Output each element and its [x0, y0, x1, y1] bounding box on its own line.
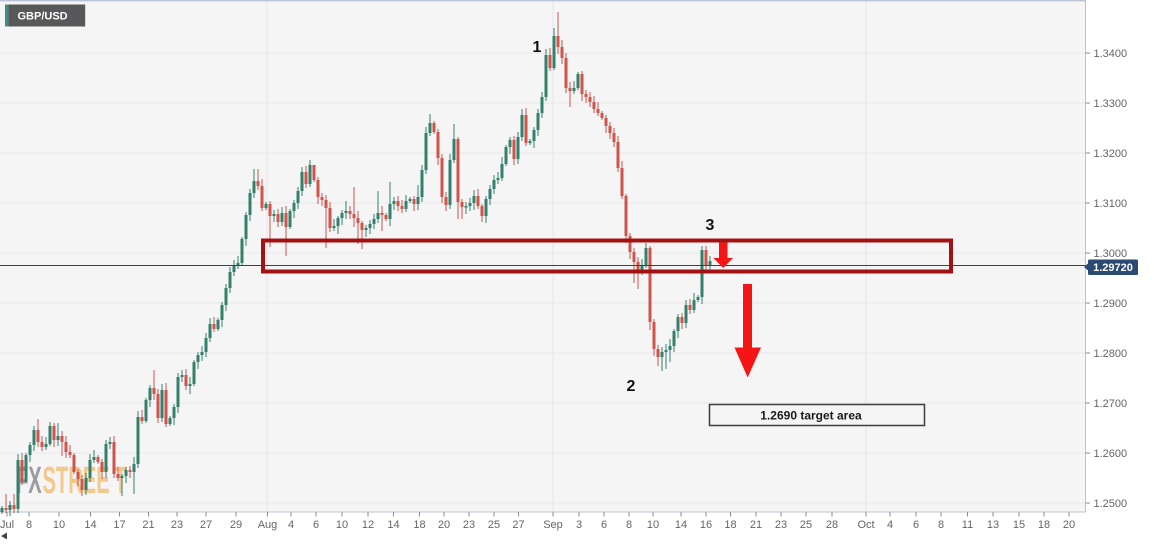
svg-text:18: 18	[413, 519, 425, 531]
svg-text:FX: FX	[16, 459, 42, 501]
svg-text:3: 3	[706, 217, 715, 234]
svg-text:14: 14	[84, 519, 96, 531]
svg-text:1.2800: 1.2800	[1094, 348, 1128, 360]
svg-text:20: 20	[1063, 519, 1075, 531]
svg-text:1.2900: 1.2900	[1094, 298, 1128, 310]
svg-text:6: 6	[313, 519, 319, 531]
svg-text:Oct: Oct	[857, 519, 874, 531]
svg-text:GBP/USD: GBP/USD	[18, 11, 68, 23]
svg-text:21: 21	[142, 519, 154, 531]
svg-text:1.3400: 1.3400	[1094, 48, 1128, 60]
svg-text:1.3100: 1.3100	[1094, 198, 1128, 210]
svg-text:Sep: Sep	[543, 519, 563, 531]
svg-text:15: 15	[1013, 519, 1025, 531]
svg-text:1.3000: 1.3000	[1094, 248, 1128, 260]
svg-text:21: 21	[750, 519, 762, 531]
svg-text:17: 17	[113, 519, 125, 531]
svg-text:1.2690 target area: 1.2690 target area	[760, 409, 862, 423]
svg-text:4: 4	[887, 519, 893, 531]
svg-text:29: 29	[230, 519, 242, 531]
svg-text:27: 27	[512, 519, 524, 531]
svg-text:2: 2	[627, 378, 636, 395]
svg-text:18: 18	[724, 519, 736, 531]
svg-text:8: 8	[26, 519, 32, 531]
svg-text:10: 10	[336, 519, 348, 531]
svg-text:16: 16	[700, 519, 712, 531]
svg-text:10: 10	[53, 519, 65, 531]
svg-text:27: 27	[200, 519, 212, 531]
svg-text:25: 25	[488, 519, 500, 531]
svg-text:6: 6	[913, 519, 919, 531]
svg-text:3: 3	[576, 519, 582, 531]
svg-text:T: T	[115, 459, 128, 501]
svg-text:4: 4	[288, 519, 294, 531]
svg-text:1.2600: 1.2600	[1094, 448, 1128, 460]
svg-text:28: 28	[826, 519, 838, 531]
svg-text:12: 12	[362, 519, 374, 531]
svg-text:13: 13	[987, 519, 999, 531]
svg-text:14: 14	[387, 519, 399, 531]
svg-text:11: 11	[962, 519, 973, 531]
svg-text:23: 23	[463, 519, 475, 531]
svg-text:1.29720: 1.29720	[1093, 262, 1133, 274]
svg-text:8: 8	[626, 519, 632, 531]
svg-text:18: 18	[1038, 519, 1050, 531]
svg-text:23: 23	[775, 519, 787, 531]
svg-text:1.2700: 1.2700	[1094, 398, 1128, 410]
svg-text:10: 10	[647, 519, 659, 531]
svg-text:23: 23	[171, 519, 183, 531]
svg-text:6: 6	[601, 519, 607, 531]
svg-text:1: 1	[533, 39, 542, 56]
svg-text:14: 14	[675, 519, 687, 531]
svg-text:STREE: STREE	[43, 459, 110, 501]
svg-text:25: 25	[800, 519, 812, 531]
svg-text:1.3200: 1.3200	[1094, 148, 1128, 160]
svg-text:1.3300: 1.3300	[1094, 98, 1128, 110]
svg-text:1.2500: 1.2500	[1094, 498, 1128, 510]
svg-text:Jul: Jul	[0, 519, 14, 531]
svg-text:Aug: Aug	[258, 519, 278, 531]
svg-text:8: 8	[938, 519, 944, 531]
svg-text:20: 20	[438, 519, 450, 531]
